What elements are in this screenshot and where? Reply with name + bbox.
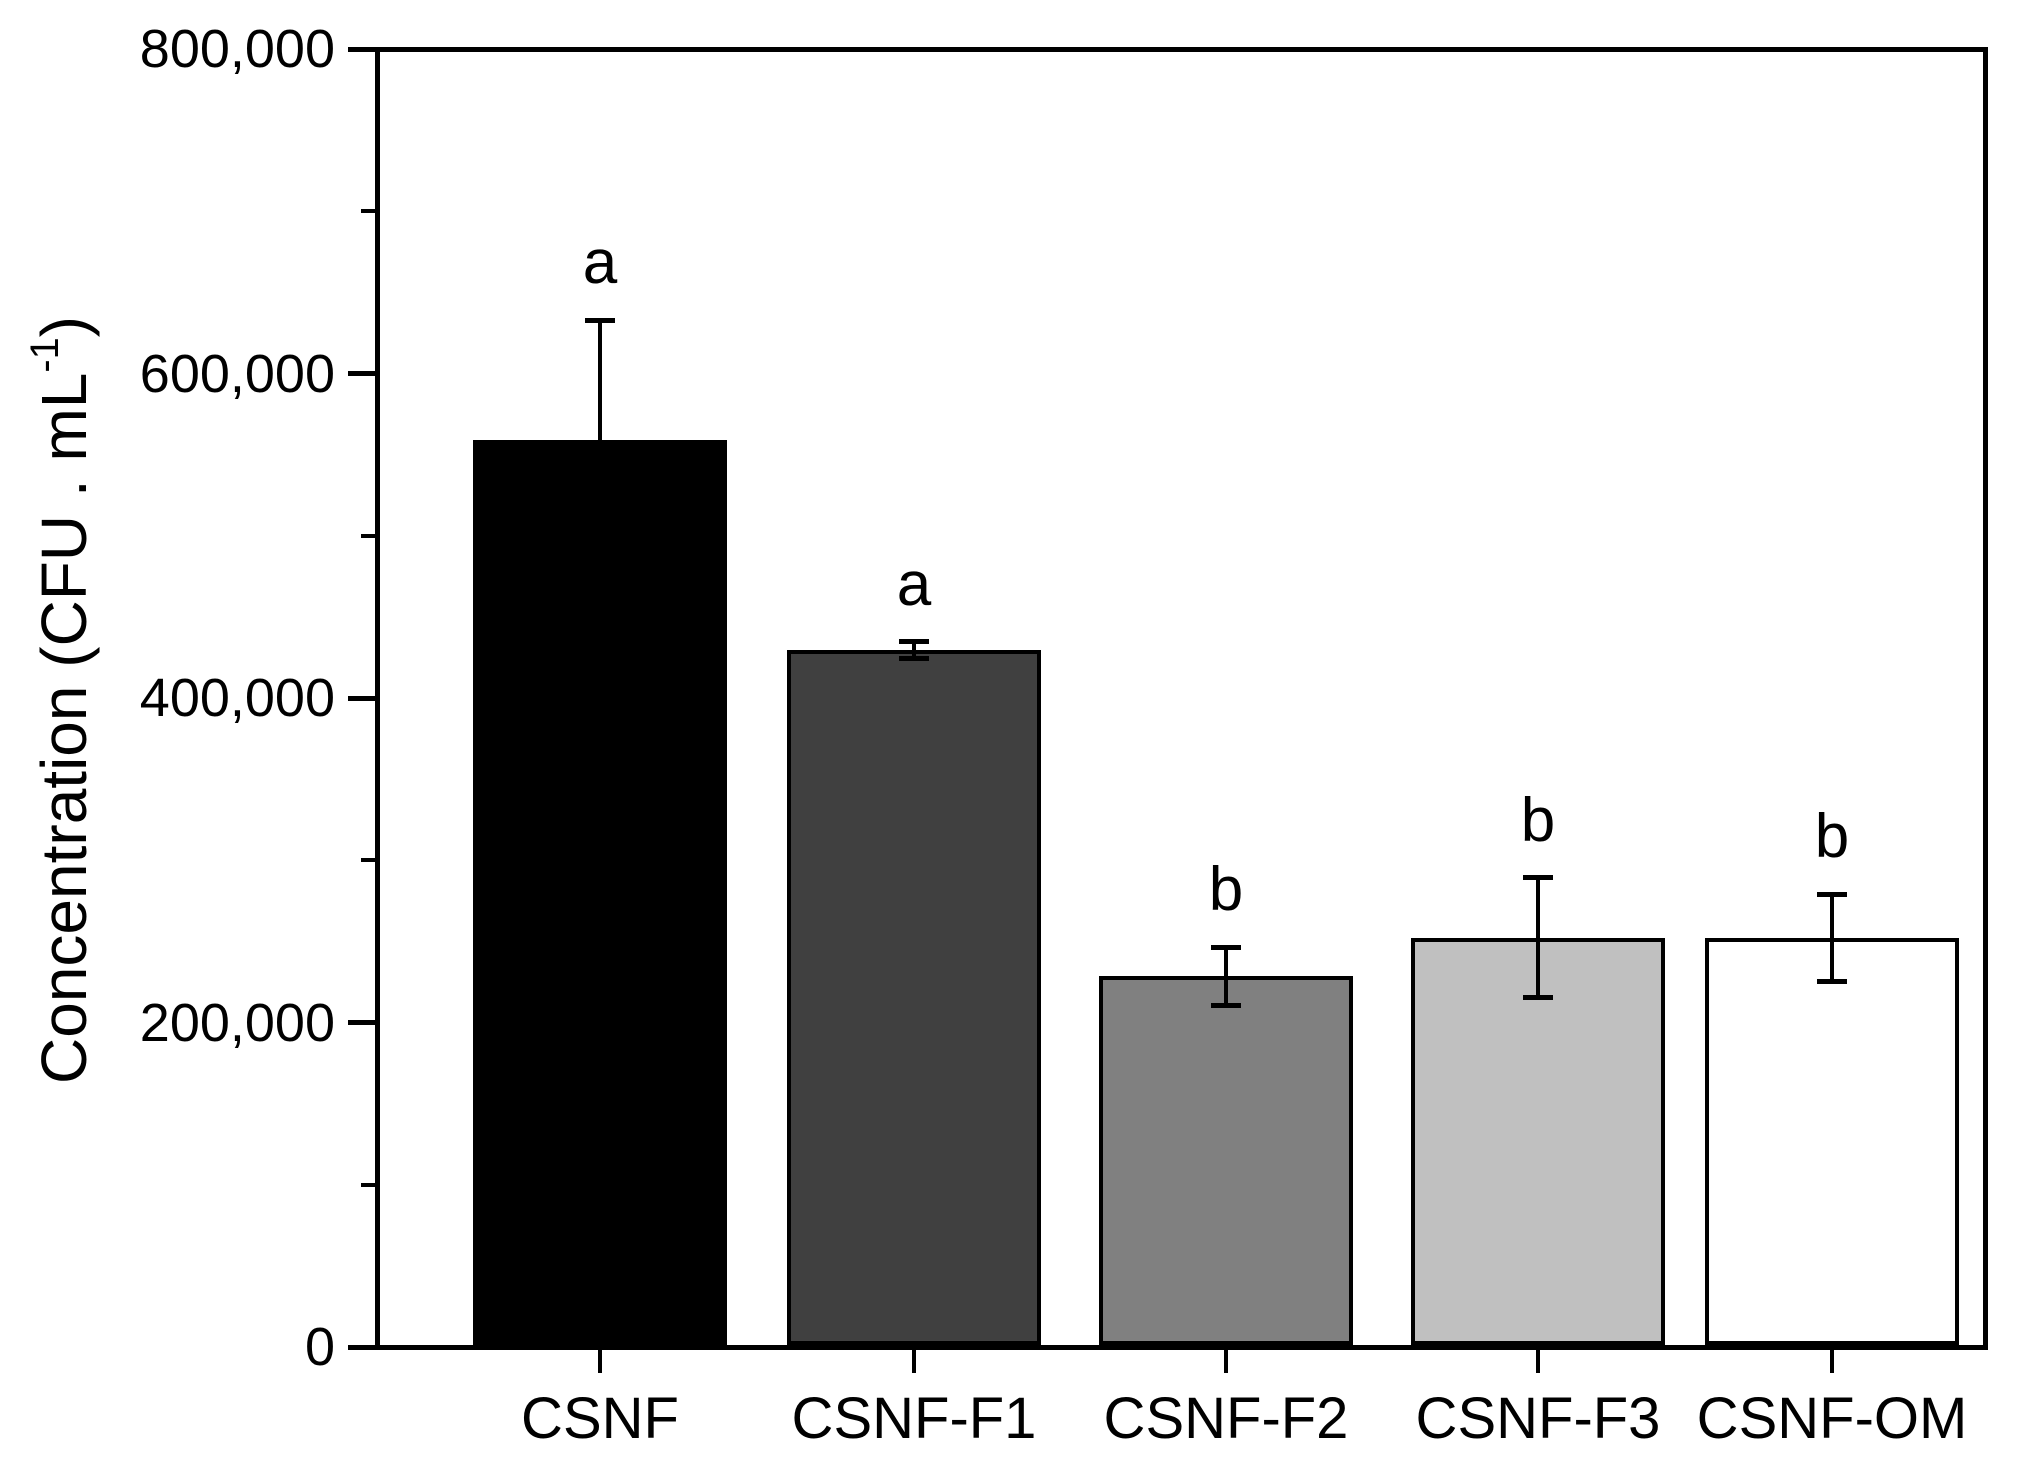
error-bar-cap-top [1211, 944, 1241, 950]
y-axis-major-tick [348, 46, 375, 52]
y-axis-major-tick [348, 1020, 375, 1025]
bar-csnf-om [1705, 938, 1959, 1345]
x-category-label-csnf-om: CSNF-OM [1696, 1386, 1968, 1451]
x-category-label-csnf-f3: CSNF-F3 [1415, 1386, 1661, 1451]
y-axis-major-tick [348, 1344, 375, 1350]
y-axis-minor-tick [361, 858, 375, 863]
bar-csnf-f1 [787, 650, 1041, 1345]
error-bar-cap-bottom [1211, 1003, 1241, 1009]
y-axis-major-tick [348, 695, 375, 701]
x-category-label-csnf-f2: CSNF-F2 [1103, 1386, 1349, 1451]
y-axis-major-tick [348, 371, 375, 376]
error-bar-csnf-f3 [1536, 877, 1540, 998]
significance-letter-csnf-f2: b [1208, 855, 1244, 925]
error-bar-csnf-f1 [912, 641, 916, 659]
error-bar-csnf [598, 320, 602, 560]
error-bar-csnf-f2 [1224, 947, 1228, 1006]
y-axis-tick-label: 0 [304, 1317, 335, 1377]
significance-letter-csnf: a [582, 228, 618, 298]
x-axis-tick [598, 1349, 602, 1373]
bar-csnf [473, 440, 727, 1345]
y-axis-tick-label: 400,000 [139, 668, 335, 728]
x-category-label-csnf: CSNF [521, 1386, 679, 1451]
plot-area: a a b b b [375, 47, 1988, 1350]
x-axis-tick [1224, 1349, 1228, 1373]
significance-letter-csnf-om: b [1814, 802, 1850, 872]
significance-letter-csnf-f3: b [1520, 785, 1556, 855]
error-bar-cap-bottom [899, 655, 929, 661]
x-axis-tick [1536, 1349, 1540, 1373]
y-axis-minor-tick [361, 209, 375, 214]
error-bar-cap-bottom [585, 557, 615, 563]
y-axis-tick-label: 200,000 [139, 992, 335, 1053]
y-axis-minor-tick [361, 533, 375, 538]
error-bar-cap-bottom [1523, 995, 1553, 1001]
error-bar-cap-top [1523, 875, 1553, 881]
error-bar-csnf-om [1830, 894, 1834, 982]
x-axis-tick [912, 1349, 916, 1373]
x-category-label-csnf-f1: CSNF-F1 [791, 1386, 1037, 1451]
error-bar-cap-top [585, 317, 615, 323]
y-axis-title-text: Concentration (CFU . mL [28, 372, 100, 1084]
y-axis-title-suffix: ) [28, 316, 100, 338]
y-axis-tick-label: 600,000 [139, 343, 335, 404]
error-bar-cap-top [899, 639, 929, 645]
significance-letter-csnf-f1: a [896, 549, 932, 619]
y-axis-tick-label: 800,000 [139, 19, 335, 79]
bar-csnf-f3 [1411, 938, 1665, 1345]
bar-csnf-f2 [1099, 976, 1353, 1345]
x-axis-tick [1830, 1349, 1834, 1373]
y-axis-minor-tick [361, 1182, 375, 1187]
error-bar-cap-top [1817, 891, 1847, 897]
error-bar-cap-bottom [1817, 978, 1847, 984]
